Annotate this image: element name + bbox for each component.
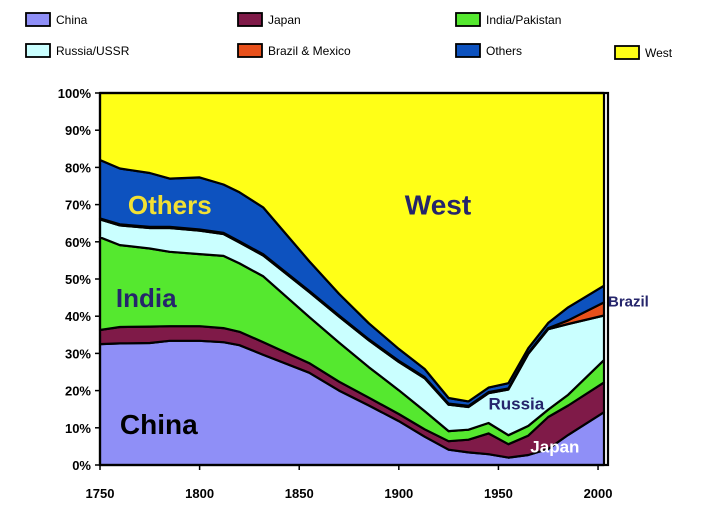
y-tick-label: 80% [65, 160, 91, 175]
legend-swatch [237, 12, 263, 27]
legend-swatch [25, 12, 51, 27]
legend-swatch [455, 12, 481, 27]
y-tick-label: 70% [65, 198, 91, 213]
area-layers [98, 91, 606, 467]
y-tick-label: 0% [72, 458, 91, 473]
y-axis-ticks: 0% 10% 20% 30% 40% 50% 60% 70% 80% 90% 100% [58, 86, 100, 473]
legend-item-japan: Japan [237, 12, 301, 27]
y-tick-label: 90% [65, 123, 91, 138]
annotation-others: Others [128, 190, 212, 220]
x-tick-label: 1850 [285, 486, 314, 501]
y-tick-label: 60% [65, 235, 91, 250]
legend-label: Russia/USSR [56, 44, 130, 58]
x-tick-label: 1750 [86, 486, 115, 501]
legend-label: Brazil & Mexico [268, 44, 351, 58]
x-tick-label: 1800 [185, 486, 214, 501]
annotation-china: China [120, 409, 198, 440]
legend-item-west: West [614, 45, 673, 60]
annotation-west: West [405, 190, 471, 221]
annotation-brazil: Brazil [608, 294, 649, 311]
y-tick-label: 40% [65, 309, 91, 324]
legend: China Japan India/Pakistan Russia/USSR Brazi… [25, 12, 673, 60]
x-tick-label: 1950 [484, 486, 513, 501]
legend-item-russia-ussr: Russia/USSR [25, 43, 130, 58]
legend-swatch [455, 43, 481, 58]
y-tick-label: 10% [65, 421, 91, 436]
legend-label: Others [486, 44, 522, 58]
y-tick-label: 100% [58, 86, 92, 101]
x-tick-label: 2000 [584, 486, 613, 501]
annotation-india: India [116, 283, 177, 313]
legend-item-china: China [25, 12, 88, 27]
annotation-russia: Russia [488, 395, 544, 414]
x-axis-ticks: 1750 1800 1850 1900 1950 2000 [86, 465, 613, 501]
legend-item-india-pakistan: India/Pakistan [455, 12, 561, 27]
area-annotations: Others West India China Russia Japan Brazil [116, 190, 649, 457]
legend-label: West [645, 46, 673, 60]
y-tick-label: 50% [65, 272, 91, 287]
annotation-japan: Japan [530, 438, 579, 457]
legend-swatch [614, 45, 640, 60]
legend-swatch [237, 43, 263, 58]
legend-item-brazil-mexico: Brazil & Mexico [237, 43, 351, 58]
legend-label: Japan [268, 13, 301, 27]
y-tick-label: 30% [65, 346, 91, 361]
legend-item-others: Others [455, 43, 522, 58]
y-tick-label: 20% [65, 384, 91, 399]
legend-label: India/Pakistan [486, 13, 561, 27]
legend-label: China [56, 13, 88, 27]
legend-swatch [25, 43, 51, 58]
x-tick-label: 1900 [384, 486, 413, 501]
